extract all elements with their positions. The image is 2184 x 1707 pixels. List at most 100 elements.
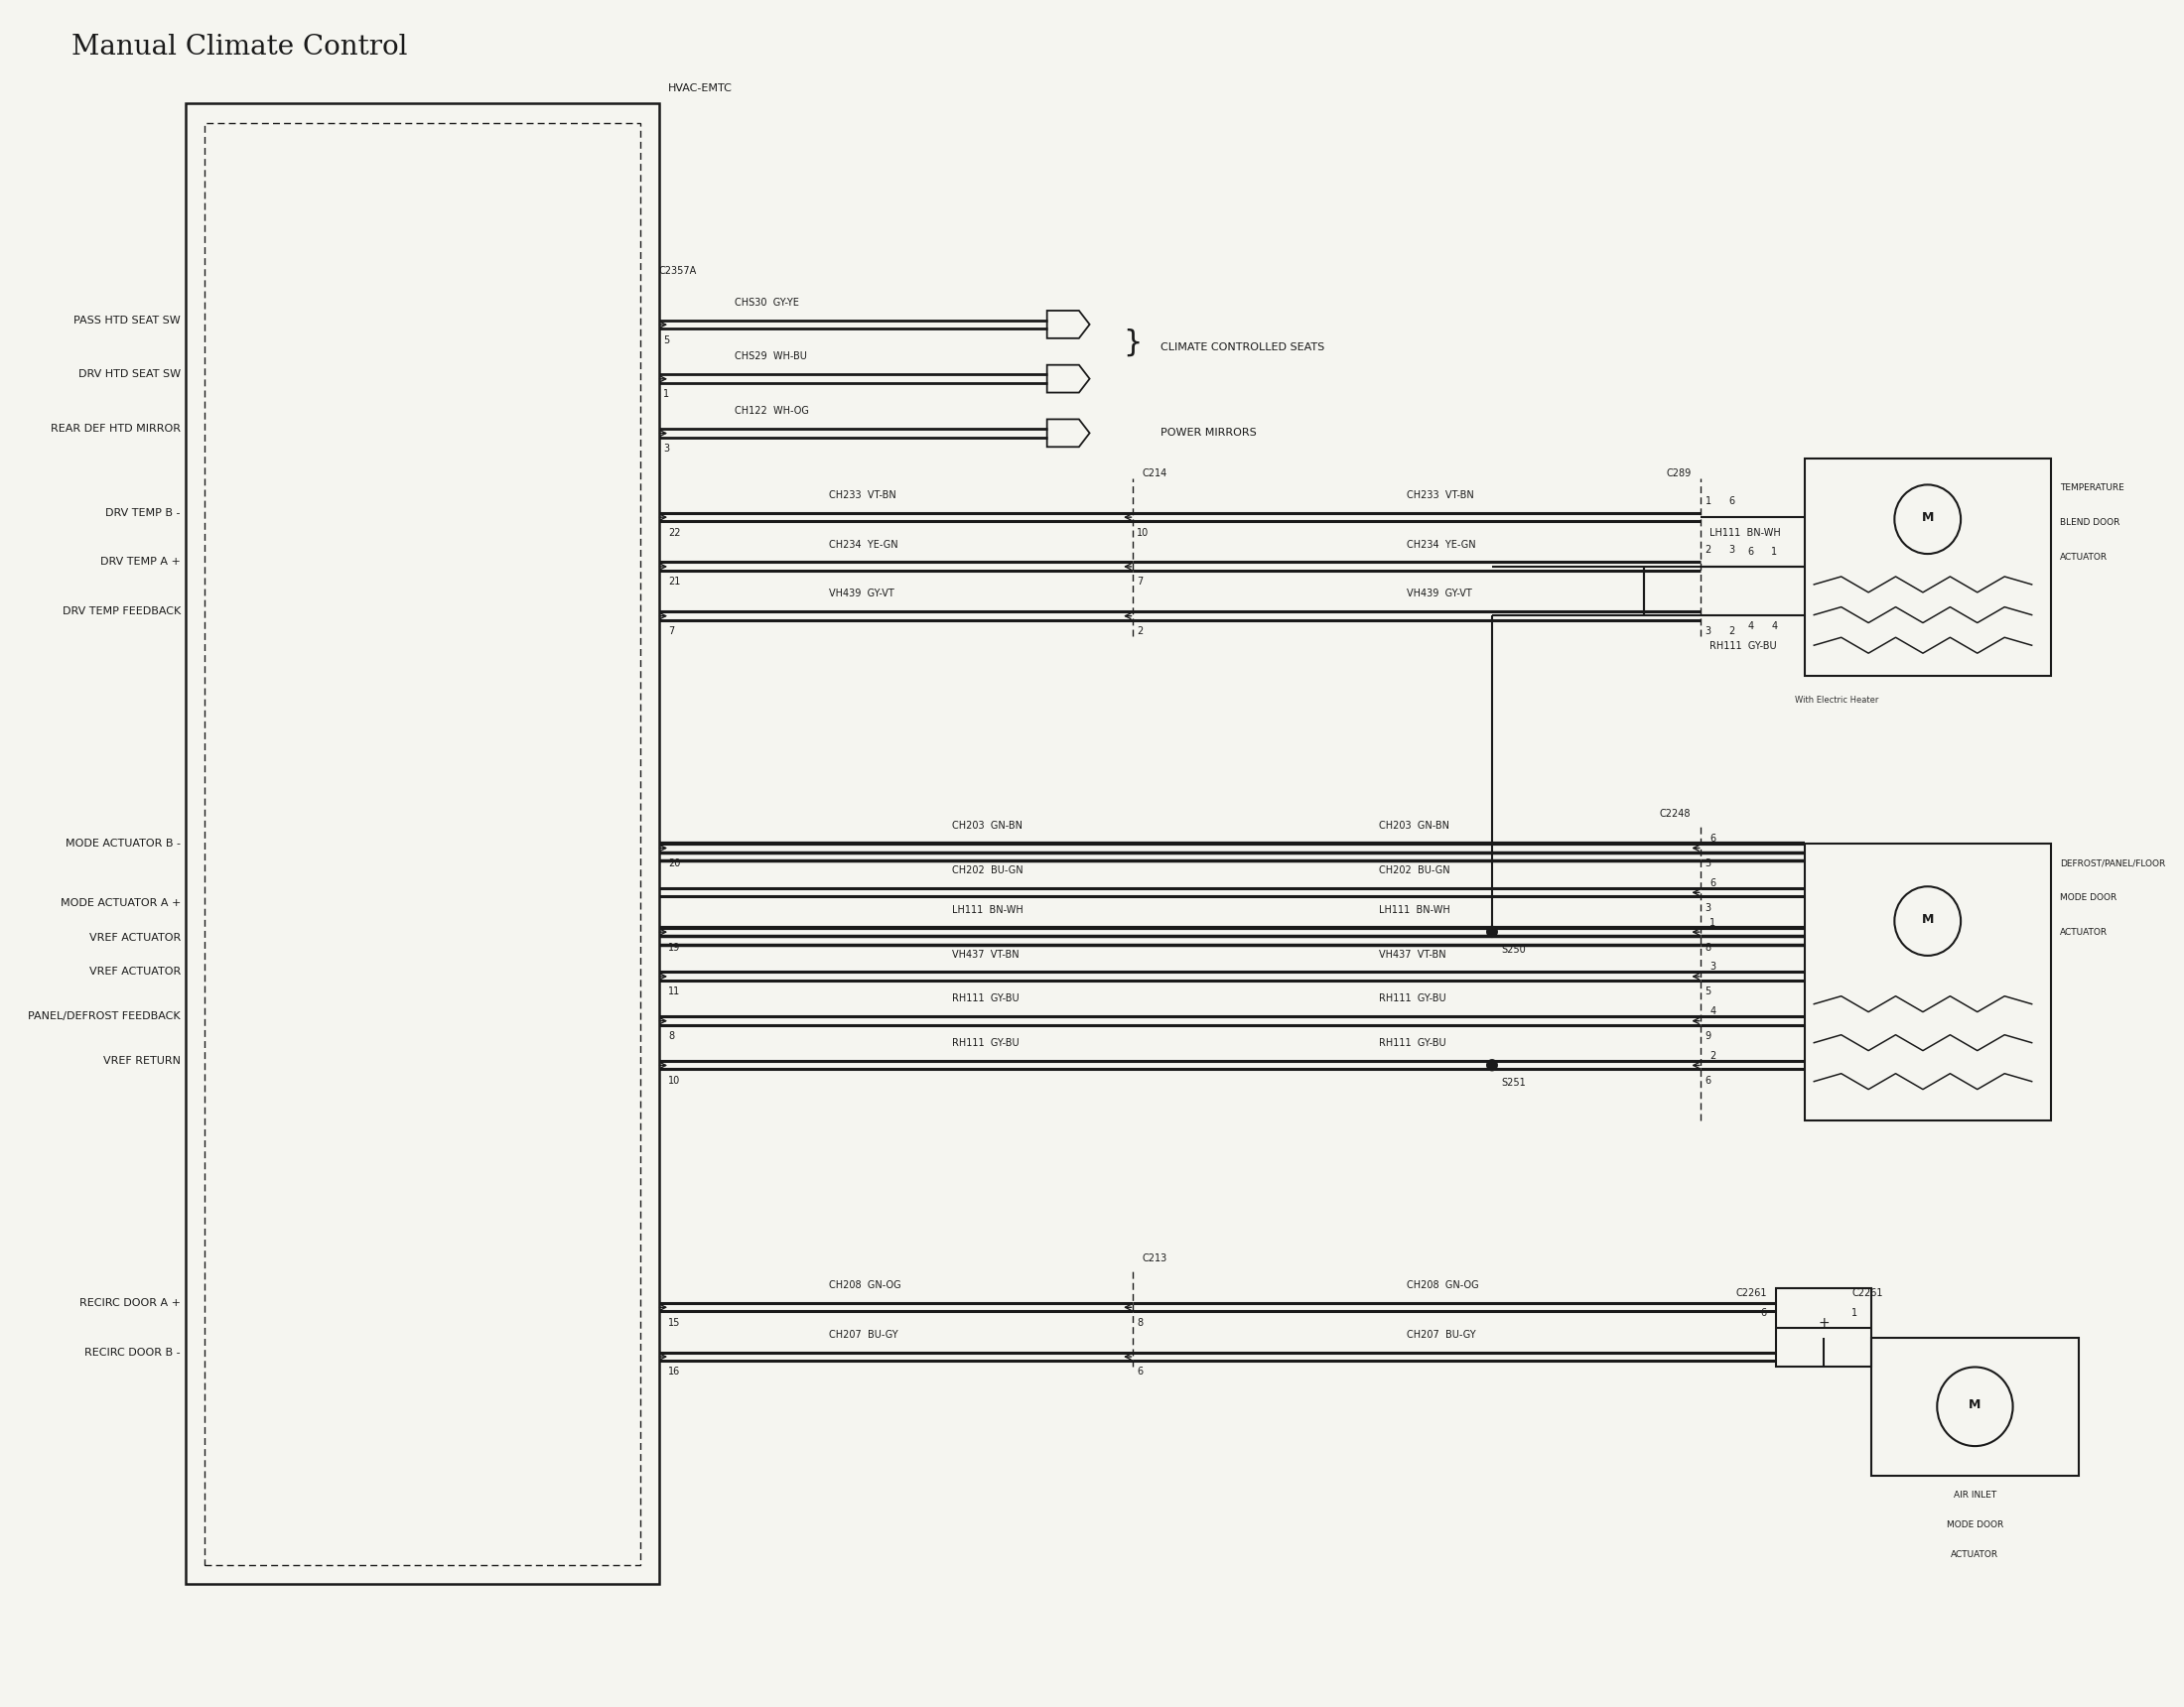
Text: RH111  GY-BU: RH111 GY-BU (952, 993, 1020, 1004)
Text: ACTUATOR: ACTUATOR (1950, 1550, 1998, 1558)
Text: CH207  BU-GY: CH207 BU-GY (1406, 1330, 1476, 1340)
Text: RH111  GY-BU: RH111 GY-BU (1710, 642, 1778, 650)
Text: MODE ACTUATOR A +: MODE ACTUATOR A + (61, 898, 181, 908)
Text: VH437  VT-BN: VH437 VT-BN (1378, 949, 1446, 959)
Text: 1: 1 (1771, 548, 1778, 556)
Text: 1: 1 (1710, 918, 1717, 927)
Text: RH111  GY-BU: RH111 GY-BU (1378, 993, 1446, 1004)
Text: 6: 6 (1730, 497, 1734, 505)
Text: S251: S251 (1503, 1077, 1527, 1087)
Text: RECIRC DOOR B -: RECIRC DOOR B - (85, 1347, 181, 1357)
Text: RH111  GY-BU: RH111 GY-BU (1378, 1038, 1446, 1048)
Bar (186, 102, 660, 1584)
Text: 10: 10 (668, 1075, 681, 1086)
Text: M: M (1968, 1398, 1981, 1412)
Text: M: M (1922, 510, 1933, 524)
Text: LH111  BN-WH: LH111 BN-WH (952, 905, 1024, 915)
Text: 2: 2 (1710, 1052, 1717, 1062)
Text: BLEND DOOR: BLEND DOOR (2060, 519, 2121, 527)
Bar (1872, 1338, 2079, 1477)
Text: 3: 3 (1706, 903, 1712, 913)
Text: RECIRC DOOR A +: RECIRC DOOR A + (79, 1297, 181, 1308)
Text: 6: 6 (1760, 1308, 1767, 1318)
Text: PANEL/DEFROST FEEDBACK: PANEL/DEFROST FEEDBACK (28, 1012, 181, 1021)
Text: AIR INLET: AIR INLET (1952, 1490, 1996, 1499)
Text: 3: 3 (1710, 963, 1717, 971)
Text: MODE ACTUATOR B -: MODE ACTUATOR B - (66, 838, 181, 848)
Bar (205, 123, 640, 1565)
Text: 6: 6 (1747, 548, 1754, 556)
Text: 8: 8 (1138, 1318, 1142, 1328)
Text: CH233  VT-BN: CH233 VT-BN (830, 490, 895, 500)
Text: 8: 8 (668, 1031, 675, 1041)
Text: 7: 7 (668, 626, 675, 637)
Text: 3: 3 (1730, 545, 1734, 555)
Text: CH207  BU-GY: CH207 BU-GY (830, 1330, 898, 1340)
Text: 6: 6 (1710, 877, 1717, 888)
Text: CH208  GN-OG: CH208 GN-OG (1406, 1280, 1479, 1290)
Text: DRV HTD SEAT SW: DRV HTD SEAT SW (79, 369, 181, 379)
Text: CH203  GN-BN: CH203 GN-BN (1378, 821, 1448, 831)
Text: 20: 20 (668, 859, 681, 869)
Text: CHS29  WH-BU: CHS29 WH-BU (734, 352, 806, 362)
Text: HVAC-EMTC: HVAC-EMTC (668, 84, 732, 94)
Text: ACTUATOR: ACTUATOR (2060, 553, 2108, 562)
Text: CH203  GN-BN: CH203 GN-BN (952, 821, 1022, 831)
Text: 2: 2 (1706, 545, 1712, 555)
Text: C2261: C2261 (1852, 1289, 1883, 1297)
Text: MODE DOOR: MODE DOOR (1946, 1521, 2003, 1529)
Text: C214: C214 (1142, 468, 1166, 478)
Text: POWER MIRRORS: POWER MIRRORS (1160, 428, 1256, 437)
Text: 2: 2 (1730, 626, 1734, 637)
Text: VREF ACTUATOR: VREF ACTUATOR (90, 968, 181, 976)
Text: VREF RETURN: VREF RETURN (103, 1057, 181, 1065)
Text: 4: 4 (1771, 621, 1778, 632)
Text: VH437  VT-BN: VH437 VT-BN (952, 949, 1020, 959)
Text: 6: 6 (1710, 833, 1717, 843)
Text: C2261: C2261 (1736, 1289, 1767, 1297)
Text: S250: S250 (1503, 944, 1527, 954)
Text: CH208  GN-OG: CH208 GN-OG (830, 1280, 902, 1290)
Text: 1: 1 (664, 389, 670, 399)
Text: C2248: C2248 (1660, 809, 1690, 819)
Text: C2357A: C2357A (660, 266, 697, 277)
Circle shape (1487, 1060, 1498, 1070)
Text: 10: 10 (1138, 527, 1149, 538)
Text: 15: 15 (668, 1318, 681, 1328)
Text: 6: 6 (1138, 1367, 1142, 1378)
Text: With Electric Heater: With Electric Heater (1795, 696, 1878, 705)
Bar (1804, 459, 2051, 676)
Text: DRV TEMP A +: DRV TEMP A + (100, 556, 181, 567)
Text: }: } (1123, 328, 1142, 357)
Text: Manual Climate Control: Manual Climate Control (72, 34, 408, 60)
Text: CH233  VT-BN: CH233 VT-BN (1406, 490, 1474, 500)
Text: 6: 6 (1706, 1075, 1712, 1086)
Bar (1776, 1289, 1872, 1367)
Text: CLIMATE CONTROLLED SEATS: CLIMATE CONTROLLED SEATS (1160, 343, 1326, 352)
Text: M: M (1922, 913, 1933, 925)
Text: 21: 21 (668, 577, 681, 587)
Text: LH111  BN-WH: LH111 BN-WH (1710, 527, 1782, 538)
Text: C213: C213 (1142, 1253, 1166, 1263)
Text: CH234  YE-GN: CH234 YE-GN (830, 539, 898, 550)
Text: 1: 1 (1852, 1308, 1859, 1318)
Text: REAR DEF HTD MIRROR: REAR DEF HTD MIRROR (50, 423, 181, 434)
Text: 22: 22 (668, 527, 681, 538)
Text: 4: 4 (1710, 1007, 1717, 1016)
Text: CH234  YE-GN: CH234 YE-GN (1406, 539, 1476, 550)
Text: C289: C289 (1666, 468, 1690, 478)
Text: 1: 1 (1706, 497, 1712, 505)
Text: DRV TEMP FEEDBACK: DRV TEMP FEEDBACK (61, 606, 181, 616)
Text: MODE DOOR: MODE DOOR (2060, 893, 2116, 903)
Text: VREF ACTUATOR: VREF ACTUATOR (90, 932, 181, 942)
Text: 8: 8 (1706, 942, 1712, 953)
Text: 7: 7 (1138, 577, 1142, 587)
Text: TEMPERATURE: TEMPERATURE (2060, 483, 2125, 493)
Text: +: + (1817, 1316, 1830, 1330)
Text: 3: 3 (664, 444, 670, 454)
Text: CH202  BU-GN: CH202 BU-GN (1378, 865, 1450, 876)
Text: VH439  GY-VT: VH439 GY-VT (830, 589, 895, 599)
Text: 11: 11 (668, 987, 681, 997)
Text: 2: 2 (1138, 626, 1142, 637)
Text: PASS HTD SEAT SW: PASS HTD SEAT SW (74, 316, 181, 324)
